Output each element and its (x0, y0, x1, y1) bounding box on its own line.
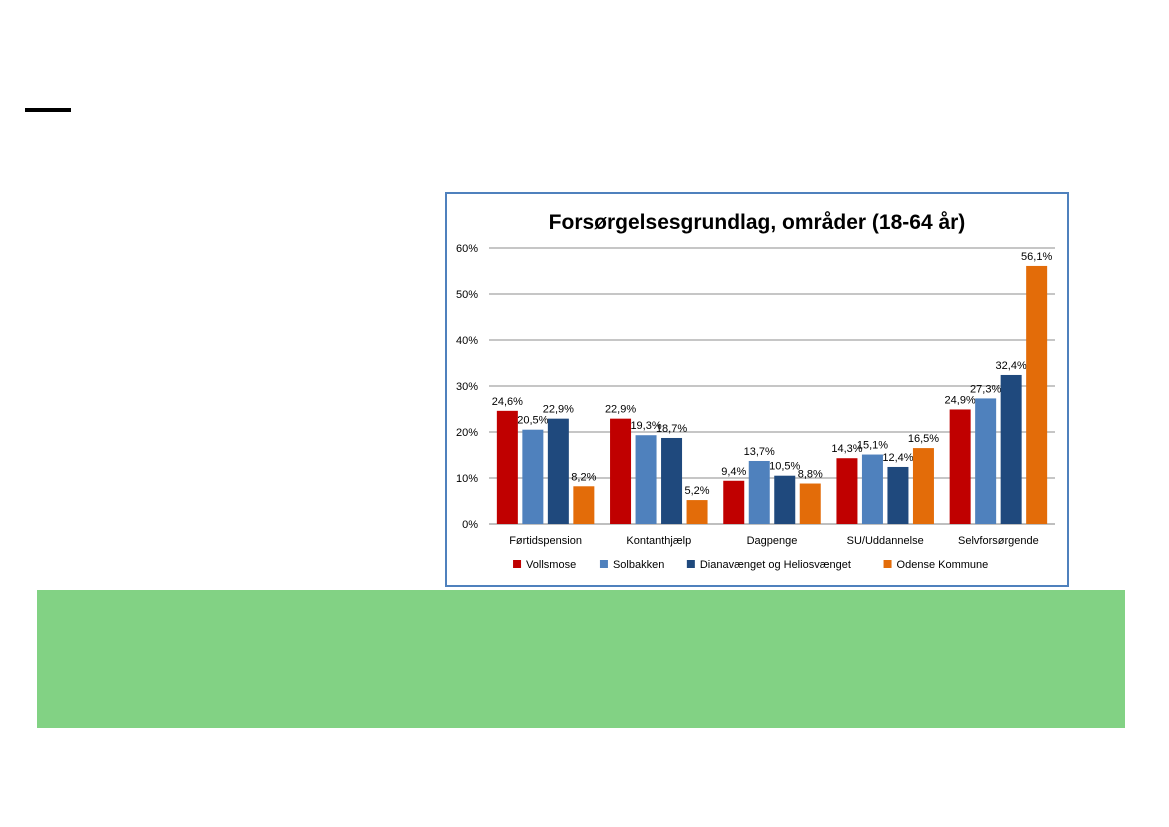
data-label: 8,2% (571, 471, 596, 483)
chart-title: Forsørgelsesgrundlag, områder (18-64 år) (549, 211, 966, 234)
data-label: 8,8% (798, 469, 823, 481)
legend-swatch (513, 560, 522, 568)
bar (661, 437, 683, 524)
data-label: 10,5% (769, 461, 800, 473)
data-label: 24,6% (492, 396, 523, 408)
bar (887, 466, 909, 524)
data-label: 32,4% (996, 360, 1027, 372)
bar (496, 410, 518, 524)
legend-label: Vollsmose (526, 559, 576, 571)
bar (1000, 374, 1022, 524)
data-label: 18,7% (656, 423, 687, 435)
green-info-panel (37, 590, 1125, 728)
legend-label: Odense Kommune (897, 559, 989, 571)
data-label: 27,3% (970, 383, 1001, 395)
data-label: 14,3% (831, 443, 862, 455)
bar (723, 480, 745, 524)
data-label: 24,9% (945, 394, 976, 406)
legend-swatch (883, 560, 892, 568)
bar (861, 454, 883, 524)
bar (573, 486, 595, 524)
data-label: 20,5% (517, 415, 548, 427)
bar (635, 435, 657, 524)
x-category-label: Førtidspension (509, 535, 582, 547)
data-label: 19,3% (630, 420, 661, 432)
y-tick-label: 30% (456, 381, 478, 393)
chart-container: Forsørgelsesgrundlag, områder (18-64 år)… (445, 192, 1069, 587)
data-label: 56,1% (1021, 251, 1052, 263)
data-label: 15,1% (857, 440, 888, 452)
y-tick-label: 20% (456, 427, 478, 439)
legend-label: Solbakken (613, 559, 664, 571)
bar (522, 429, 544, 524)
bar (836, 458, 858, 524)
data-label: 5,2% (685, 485, 710, 497)
legend-label: Dianavænget og Heliosvænget (700, 559, 851, 571)
data-label: 22,9% (605, 404, 636, 416)
legend-swatch (599, 560, 608, 568)
bar (610, 418, 632, 524)
bar-chart: Forsørgelsesgrundlag, områder (18-64 år)… (456, 211, 1055, 571)
data-label: 16,5% (908, 433, 939, 445)
bar (748, 460, 770, 524)
y-tick-label: 0% (462, 519, 478, 531)
y-tick-label: 60% (456, 243, 478, 255)
data-label: 22,9% (543, 404, 574, 416)
y-tick-label: 40% (456, 335, 478, 347)
bar (1026, 265, 1048, 524)
y-tick-label: 10% (456, 473, 478, 485)
data-label: 12,4% (882, 452, 913, 464)
data-label: 9,4% (721, 466, 746, 478)
bar (975, 398, 997, 524)
bar (912, 448, 934, 524)
x-category-label: Dagpenge (747, 535, 798, 547)
bar (774, 475, 796, 524)
bar (547, 418, 569, 524)
bar (949, 409, 971, 524)
title-dash (25, 108, 71, 112)
x-category-label: SU/Uddannelse (847, 535, 924, 547)
bar (686, 500, 708, 524)
x-category-label: Selvforsørgende (958, 535, 1039, 547)
legend-swatch (686, 560, 695, 568)
x-category-label: Kontanthjælp (626, 535, 691, 547)
bar (799, 483, 821, 524)
data-label: 13,7% (744, 446, 775, 458)
y-tick-label: 50% (456, 289, 478, 301)
